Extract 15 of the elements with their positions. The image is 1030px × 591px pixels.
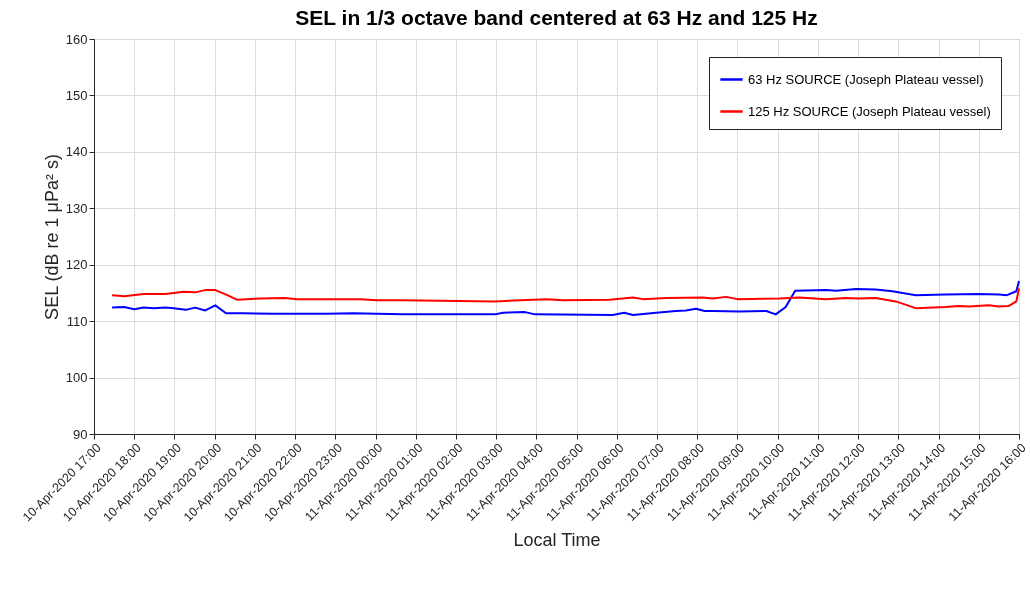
line-series [111, 280, 1020, 316]
y-tick-label: 140 [65, 144, 88, 160]
y-axis-title: SEL (dB re 1 μPa² s) [41, 154, 62, 320]
y-tick-label: 110 [66, 313, 88, 329]
line-series [111, 287, 1020, 310]
x-axis-title: Local Time [513, 530, 601, 551]
chart-title: SEL in 1/3 octave band centered at 63 Hz and 125 Hz [295, 6, 818, 29]
legend-label: 125 Hz SOURCE (Joseph Plateau vessel) [748, 103, 991, 119]
y-tick-label: 100 [65, 370, 88, 386]
y-tick-label: 90 [73, 426, 88, 442]
y-tick-label: 160 [65, 31, 88, 47]
y-tick-label: 130 [65, 200, 88, 216]
legend-label: 63 Hz SOURCE (Joseph Plateau vessel) [748, 71, 984, 87]
y-tick-label: 120 [65, 257, 88, 273]
y-tick-label: 150 [65, 87, 88, 103]
